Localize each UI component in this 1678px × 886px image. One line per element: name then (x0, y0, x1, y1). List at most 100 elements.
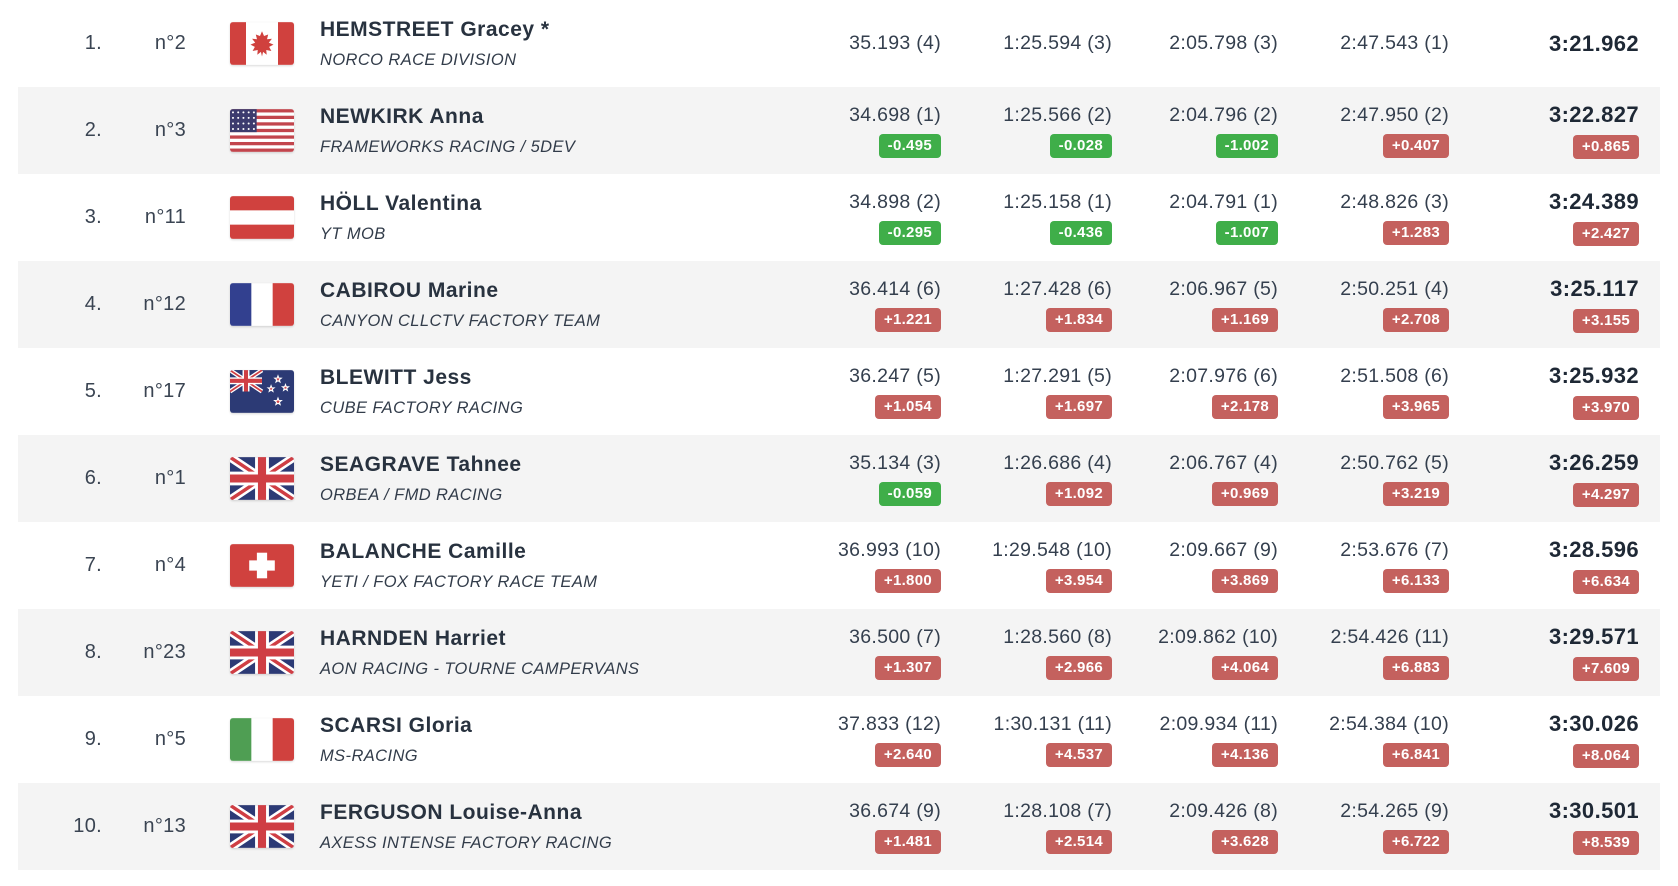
new-zealand-flag (229, 370, 294, 413)
split-3-time: 2:09.426 (8) (1169, 799, 1278, 822)
rider-cell: BALANCHE Camille YETI / FOX FACTORY RACE … (298, 522, 791, 609)
split-3-cell: 2:09.862 (10) +4.064 (1133, 609, 1299, 696)
split-1-cell: 36.414 (6) +1.221 (791, 261, 962, 348)
split-2-cell: 1:29.548 (10) +3.954 (962, 522, 1133, 609)
result-row[interactable]: 6. n°1 SEAGRAVE Tahnee ORBEA / FMD RACING 35… (18, 435, 1660, 522)
result-row[interactable]: 7. n°4 BALANCHE Camille YETI / FOX FACTORY … (18, 522, 1660, 609)
split-4-time: 2:51.508 (6) (1340, 364, 1449, 387)
split-4-time: 2:48.826 (3) (1340, 190, 1449, 213)
split-4-gap-badge: +0.407 (1382, 133, 1449, 158)
split-1-cell: 34.898 (2) -0.295 (791, 174, 962, 261)
rider-cell: SCARSI Gloria MS-RACING (298, 696, 791, 783)
split-3-cell: 2:09.667 (9) +3.869 (1133, 522, 1299, 609)
split-2-time: 1:27.428 (6) (1003, 277, 1112, 300)
position: 9. (84, 728, 102, 750)
result-row[interactable]: 4. n°12 CABIROU Marine CANYON CLLCTV FACTOR… (18, 261, 1660, 348)
result-row[interactable]: 3. n°11 HÖLL Valentina YT MOB 34.898 (2) -0.2… (18, 174, 1660, 261)
rider-name: BLEWITT Jess (320, 365, 472, 389)
result-row[interactable]: 8. n°23 HARNDEN Harriet AON RACING - TOURNE… (18, 609, 1660, 696)
split-1-gap-badge: +1.307 (874, 655, 941, 680)
split-2-time: 1:29.548 (10) (992, 538, 1112, 561)
split-1-time: 36.500 (7) (849, 625, 941, 648)
split-3-time: 2:05.798 (3) (1169, 32, 1278, 54)
split-1-time: 36.414 (6) (849, 277, 941, 300)
split-3-cell: 2:06.767 (4) +0.969 (1133, 435, 1299, 522)
final-gap-badge: +8.064 (1572, 744, 1639, 768)
position: 2. (84, 119, 102, 141)
result-row[interactable]: 1. n°2 HEMSTREET Gracey * NORCO RACE DIVISI… (18, 0, 1660, 87)
flag-cell (186, 783, 298, 870)
team-name: CUBE FACTORY RACING (320, 398, 524, 417)
rider-cell: HÖLL Valentina YT MOB (298, 174, 791, 261)
final-time: 3:28.596 (1548, 537, 1639, 562)
position: 3. (84, 206, 102, 228)
split-2-cell: 1:26.686 (4) +1.092 (962, 435, 1133, 522)
split-3-gap-badge: +3.869 (1211, 568, 1278, 593)
split-1-cell: 34.698 (1) -0.495 (791, 87, 962, 174)
final-time: 3:26.259 (1548, 450, 1639, 475)
split-2-gap-badge: -0.028 (1049, 133, 1112, 158)
flag-cell (186, 696, 298, 783)
final-time: 3:22.827 (1548, 102, 1639, 127)
race-number: n°2 (154, 32, 186, 54)
split-3-cell: 2:09.934 (11) +4.136 (1133, 696, 1299, 783)
split-4-time: 2:47.543 (1) (1340, 32, 1449, 54)
final-cell: 3:26.259 +4.297 (1470, 435, 1660, 522)
final-time: 3:21.962 (1548, 30, 1639, 56)
rider-name: BALANCHE Camille (320, 539, 527, 563)
final-time: 3:25.932 (1548, 363, 1639, 388)
flag-cell (186, 174, 298, 261)
final-gap-badge: +4.297 (1572, 483, 1639, 507)
split-1-gap-badge: +2.640 (874, 742, 941, 767)
split-1-time: 36.993 (10) (837, 538, 941, 561)
split-2-cell: 1:27.428 (6) +1.834 (962, 261, 1133, 348)
result-row[interactable]: 10. n°13 FERGUSON Louise-Anna AXESS INTENSE… (18, 783, 1660, 870)
race-number: n°23 (143, 641, 186, 663)
split-1-time: 36.674 (9) (849, 799, 941, 822)
split-1-time: 36.247 (5) (849, 364, 941, 387)
results-table: 1. n°2 HEMSTREET Gracey * NORCO RACE DIVISI… (18, 0, 1660, 870)
split-3-time: 2:07.976 (6) (1169, 364, 1278, 387)
final-cell: 3:30.026 +8.064 (1470, 696, 1660, 783)
position: 7. (84, 554, 102, 576)
split-2-time: 1:25.594 (3) (1003, 32, 1112, 54)
position: 5. (84, 380, 102, 402)
split-3-cell: 2:09.426 (8) +3.628 (1133, 783, 1299, 870)
result-row[interactable]: 2. n°3 NEWKIRK Anna FRAMEWORKS RACING / 5DE… (18, 87, 1660, 174)
split-2-gap-badge: +2.966 (1045, 655, 1112, 680)
team-name: ORBEA / FMD RACING (320, 485, 503, 504)
split-3-time: 2:09.862 (10) (1158, 625, 1278, 648)
position: 1. (84, 32, 102, 54)
final-gap-badge: +0.865 (1572, 135, 1639, 159)
split-4-gap-badge: +6.133 (1382, 568, 1449, 593)
split-3-cell: 2:05.798 (3) (1133, 0, 1299, 87)
canada-flag (229, 22, 294, 65)
result-row[interactable]: 5. n°17 BLEWITT Jess CUBE FACTORY RACING 36.… (18, 348, 1660, 435)
final-cell: 3:24.389 +2.427 (1470, 174, 1660, 261)
flag-cell (186, 0, 298, 87)
race-number: n°11 (144, 206, 186, 228)
rider-name: SEAGRAVE Tahnee (320, 452, 522, 476)
rider-name: CABIROU Marine (320, 278, 499, 302)
final-gap-badge: +8.539 (1572, 831, 1639, 855)
split-2-time: 1:27.291 (5) (1003, 364, 1112, 387)
flag-cell (186, 435, 298, 522)
split-1-time: 37.833 (12) (837, 712, 941, 735)
split-1-time: 34.698 (1) (849, 103, 941, 126)
result-row[interactable]: 9. n°5 SCARSI Gloria MS-RACING 37.833 (12) +2… (18, 696, 1660, 783)
split-1-gap-badge: -0.495 (878, 133, 941, 158)
great-britain-flag (229, 805, 294, 848)
split-3-cell: 2:04.796 (2) -1.002 (1133, 87, 1299, 174)
split-2-cell: 1:25.158 (1) -0.436 (962, 174, 1133, 261)
final-cell: 3:28.596 +6.634 (1470, 522, 1660, 609)
split-4-time: 2:54.426 (11) (1330, 625, 1449, 648)
split-2-gap-badge: +1.092 (1045, 481, 1112, 506)
rider-name: HARNDEN Harriet (320, 626, 507, 650)
team-name: AXESS INTENSE FACTORY RACING (320, 833, 613, 852)
flag-cell (186, 87, 298, 174)
split-4-cell: 2:48.826 (3) +1.283 (1299, 174, 1470, 261)
position: 8. (84, 641, 102, 663)
split-4-cell: 2:47.950 (2) +0.407 (1299, 87, 1470, 174)
split-2-gap-badge: +2.514 (1045, 829, 1112, 854)
team-name: NORCO RACE DIVISION (320, 50, 517, 69)
